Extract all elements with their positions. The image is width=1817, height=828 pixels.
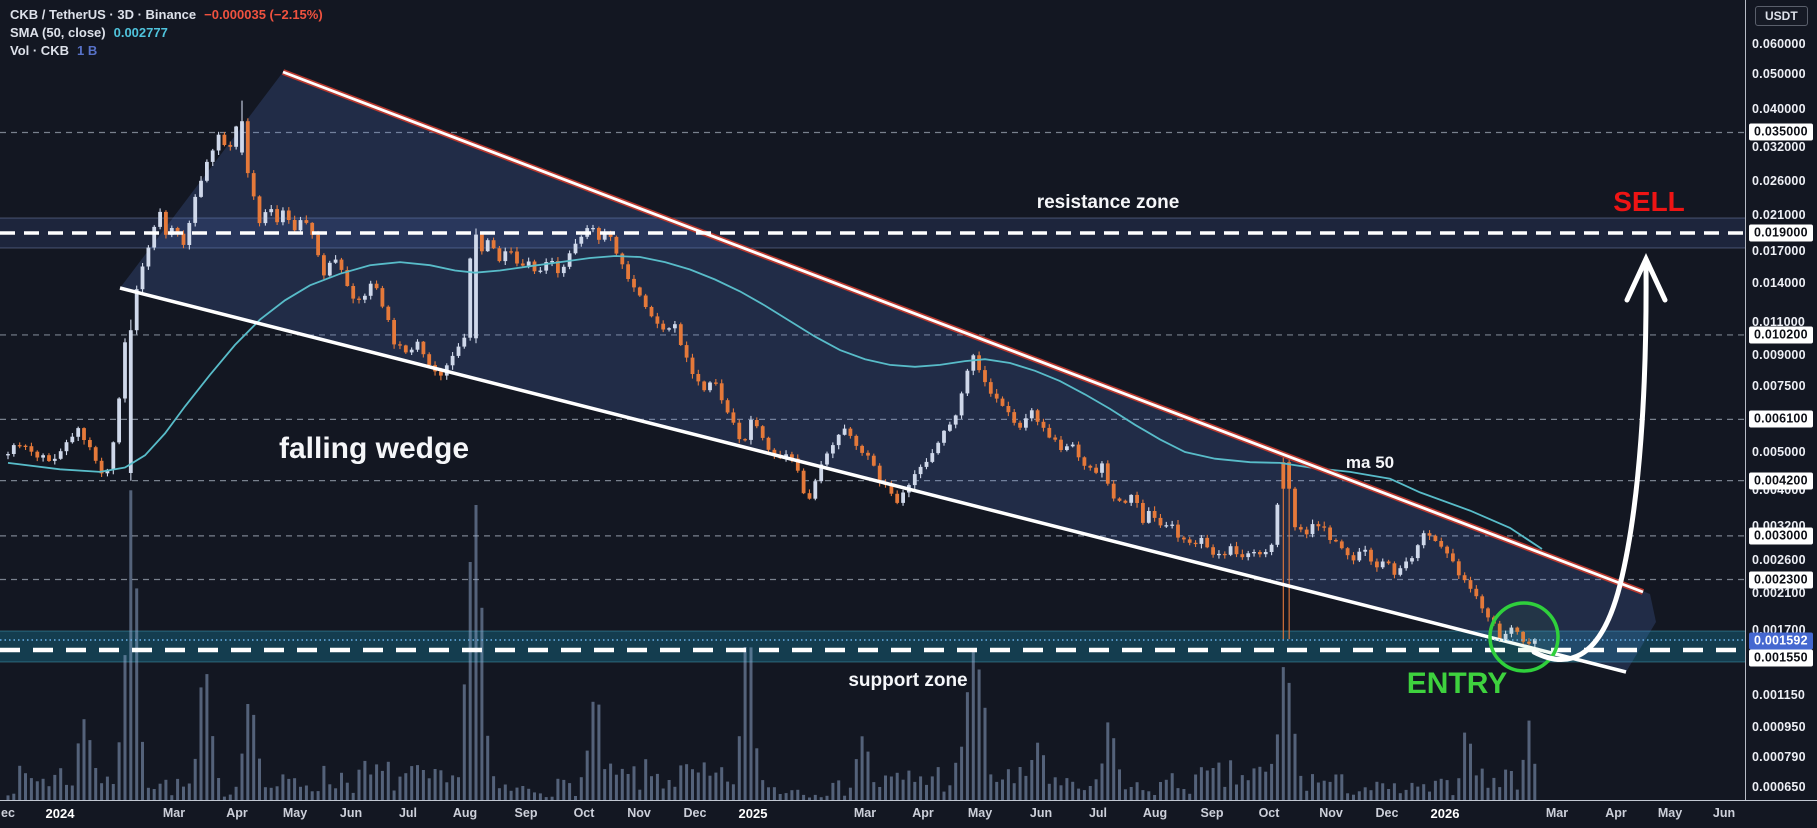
time-axis-month: May (967, 806, 993, 820)
projection-arrow-head[interactable] (1624, 253, 1668, 303)
price-tick: 0.021000 (1752, 208, 1806, 222)
time-axis-month: Apr (226, 806, 248, 820)
price-tick: 0.000790 (1752, 750, 1806, 764)
price-tick: 0.050000 (1752, 67, 1806, 81)
price-tick: 0.026000 (1752, 174, 1806, 188)
price-tick: 0.032000 (1752, 140, 1806, 154)
time-axis-month: ec (1, 806, 15, 820)
level-price-label[interactable]: 0.006100 (1749, 410, 1813, 428)
time-axis-month: Mar (1545, 806, 1569, 820)
price-tick: 0.000650 (1752, 780, 1806, 794)
price-tick: 0.017000 (1752, 244, 1806, 258)
time-axis-year: 2024 (45, 806, 75, 821)
time-axis[interactable]: ec 2024 Mar Apr May Jun Jul Aug Sep Oct Nov Dec 2025… (0, 800, 1817, 828)
time-axis-month: Oct (573, 806, 595, 820)
level-price-label[interactable]: 0.035000 (1749, 123, 1813, 141)
level-price-label[interactable]: 0.003000 (1749, 527, 1813, 545)
price-change: −0.000035 (−2.15%) (204, 7, 323, 22)
price-tick: 0.001150 (1752, 688, 1806, 702)
time-axis-month: Dec (683, 806, 707, 820)
price-tick: 0.009000 (1752, 348, 1806, 362)
time-axis-year: 2026 (1430, 806, 1460, 821)
price-tick: 0.040000 (1752, 102, 1806, 116)
time-axis-month: Mar (162, 806, 186, 820)
level-price-label[interactable]: 0.019000 (1749, 224, 1813, 242)
time-axis-month: Jun (1712, 806, 1736, 820)
projection-arrow-stem[interactable] (1531, 261, 1649, 662)
sma-row[interactable]: SMA (50, close) 0.002777 (10, 24, 323, 42)
time-axis-month: Dec (1375, 806, 1399, 820)
time-axis-month: Nov (1319, 806, 1343, 820)
time-axis-month: Aug (1142, 806, 1168, 820)
level-price-label[interactable]: 0.010200 (1749, 326, 1813, 344)
level-price-label[interactable]: 0.004200 (1749, 472, 1813, 490)
time-axis-month: Aug (452, 806, 478, 820)
chart-legend[interactable]: CKB / TetherUS · 3D · Binance −0.000035 (… (10, 6, 323, 60)
price-tick: 0.000950 (1752, 720, 1806, 734)
wedge-upper-line[interactable] (282, 70, 1644, 594)
time-axis-month: Mar (853, 806, 877, 820)
support-zone-band[interactable] (0, 631, 1745, 662)
sma50-line[interactable] (7, 255, 1543, 550)
time-axis-month: Apr (912, 806, 934, 820)
price-tick: 0.005000 (1752, 445, 1806, 459)
price-tick: 0.060000 (1752, 37, 1806, 51)
price-tick: 0.014000 (1752, 276, 1806, 290)
time-axis-month: Jun (339, 806, 363, 820)
wedge-lower-line[interactable] (119, 286, 1627, 674)
time-axis-month: Nov (627, 806, 651, 820)
sma-value: 0.002777 (113, 25, 168, 40)
time-axis-month: Sep (1200, 806, 1224, 820)
symbol-title: CKB / TetherUS · 3D · Binance (10, 7, 197, 22)
time-axis-month: Jun (1029, 806, 1053, 820)
currency-button[interactable]: USDT (1755, 6, 1808, 26)
time-axis-month: Oct (1258, 806, 1280, 820)
level-price-label[interactable]: 0.001550 (1749, 649, 1813, 667)
time-axis-month: Apr (1605, 806, 1627, 820)
time-axis-month: May (282, 806, 308, 820)
price-axis[interactable]: USDT 0.060000 0.050000 0.040000 0.035000 0.0… (1745, 0, 1817, 800)
sma-label: SMA (50, close) (10, 25, 106, 40)
level-price-label[interactable]: 0.002300 (1749, 571, 1813, 589)
current-price-label[interactable]: 0.001592 (1749, 632, 1813, 650)
volume-value: 1 B (76, 43, 98, 58)
price-tick: 0.002100 (1752, 586, 1806, 600)
time-axis-month: Sep (514, 806, 538, 820)
volume-histogram (6, 490, 1537, 800)
price-tick: 0.002600 (1752, 553, 1806, 567)
falling-wedge-fill[interactable] (120, 72, 1656, 672)
time-axis-month: Jul (1088, 806, 1108, 820)
time-axis-year: 2025 (738, 806, 768, 821)
time-axis-month: Jul (398, 806, 418, 820)
volume-label: Vol · CKB (10, 43, 69, 58)
entry-circle[interactable] (1488, 601, 1560, 673)
volume-row[interactable]: Vol · CKB 1 B (10, 42, 323, 60)
time-axis-month: May (1657, 806, 1683, 820)
symbol-row[interactable]: CKB / TetherUS · 3D · Binance −0.000035 (… (10, 6, 323, 24)
price-tick: 0.007500 (1752, 379, 1806, 393)
price-tick: 0.011000 (1752, 315, 1806, 329)
